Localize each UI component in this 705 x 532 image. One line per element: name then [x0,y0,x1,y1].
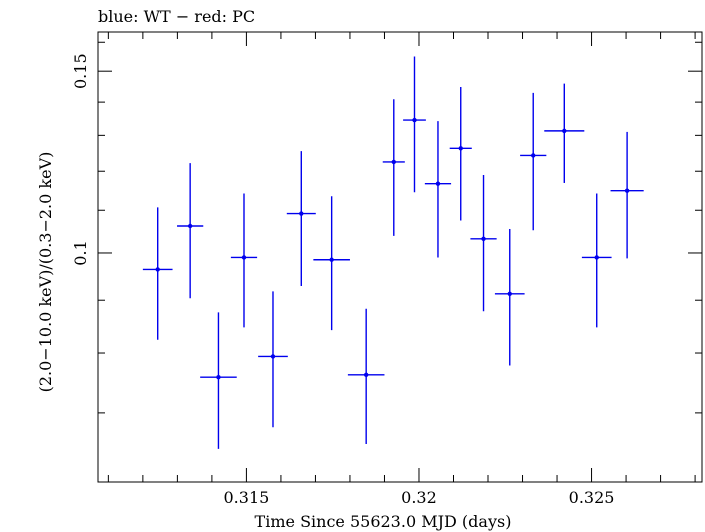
data-marker [435,181,441,186]
y-tick-labels: 0.1 0.15 [71,53,90,265]
data-point [230,193,258,328]
data-marker [270,354,276,359]
data-marker [481,236,486,242]
data-point [424,121,452,258]
data-point [470,174,497,312]
data-point [494,228,525,366]
x-tick-label: 0.325 [569,488,615,507]
data-marker [458,146,463,151]
data-point [347,308,385,445]
data-marker [412,117,417,123]
data-point [286,151,316,286]
data-marker [329,257,334,262]
data-point [520,92,547,231]
y-tick-label: 0.15 [71,53,90,89]
data-point [610,131,644,259]
data-marker [391,159,396,165]
data-point [581,193,612,328]
data-marker [363,372,369,378]
data-marker [216,374,221,380]
x-axis-label: Time Since 55623.0 MJD (days) [255,512,512,531]
data-marker [299,211,304,216]
data-point [142,207,173,340]
data-marker [507,291,512,296]
data-marker [187,223,193,229]
x-tick-labels: 0.315 0.32 0.325 [224,488,615,507]
data-point [313,196,350,331]
data-marker [562,128,567,134]
y-tick-label: 0.1 [71,240,90,265]
axis-ticks [98,32,702,482]
plot-frame [97,31,703,483]
data-point [449,87,472,221]
data-point [258,291,288,428]
x-tick-label: 0.315 [224,488,270,507]
data-point [177,163,204,299]
data-marker [155,267,160,272]
x-tick-label: 0.32 [401,488,437,507]
data-point [200,312,237,449]
data-marker [594,255,599,260]
y-axis-label: (2.0−10.0 keV)/(0.3−2.0 keV) [36,152,55,393]
data-marker [241,255,247,260]
data-marker [624,188,630,193]
data-marker [531,153,536,158]
data-point [544,83,585,183]
chart-title: blue: WT − red: PC [98,7,255,26]
data-point [382,99,405,236]
data-point [403,56,426,193]
data-points [142,56,644,449]
